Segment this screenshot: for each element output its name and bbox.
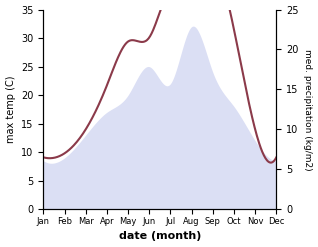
Y-axis label: max temp (C): max temp (C) (5, 76, 16, 143)
Y-axis label: med. precipitation (kg/m2): med. precipitation (kg/m2) (303, 49, 313, 170)
X-axis label: date (month): date (month) (119, 231, 201, 242)
